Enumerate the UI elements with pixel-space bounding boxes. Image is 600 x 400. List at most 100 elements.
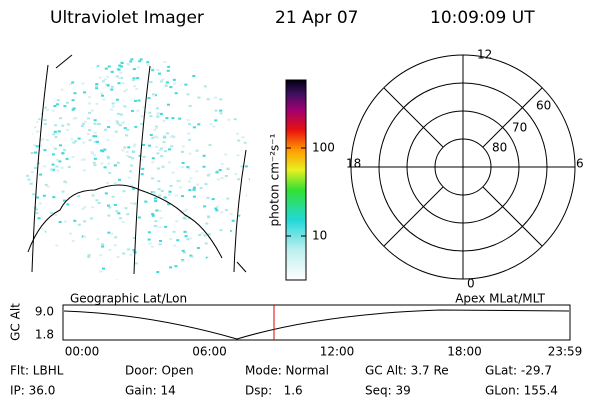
speckle — [154, 126, 158, 129]
speckle — [26, 264, 30, 267]
speckle — [239, 251, 243, 254]
color-bar — [285, 79, 307, 281]
speckle — [137, 99, 141, 102]
speckle — [199, 59, 203, 62]
speckle — [55, 158, 59, 161]
speckle — [132, 249, 136, 252]
speckle — [214, 109, 218, 112]
speckle — [91, 206, 95, 209]
speckle — [192, 195, 196, 198]
speckle — [56, 276, 60, 279]
speckle — [213, 96, 217, 99]
speckle — [92, 161, 96, 164]
plot-title: Geographic Lat/Lon — [70, 292, 187, 306]
speckle — [220, 211, 224, 214]
speckle — [60, 69, 64, 72]
speckle — [58, 117, 62, 120]
speckle — [115, 279, 119, 282]
speckle — [165, 117, 169, 120]
speckle — [36, 196, 40, 199]
speckle — [150, 245, 154, 248]
speckle — [32, 71, 36, 74]
speckle — [236, 84, 240, 87]
speckle — [110, 232, 114, 235]
speckle — [156, 136, 160, 139]
speckle — [83, 91, 87, 94]
speckle — [174, 194, 178, 197]
speckle — [212, 125, 216, 128]
speckle — [88, 139, 92, 142]
speckle — [52, 80, 56, 83]
speckle — [43, 165, 47, 168]
speckle — [132, 145, 136, 148]
speckle — [52, 133, 56, 136]
speckle — [40, 228, 44, 231]
speckle — [241, 136, 245, 139]
speckle — [189, 177, 193, 180]
speckle — [153, 197, 157, 200]
speckle — [101, 94, 105, 97]
speckle — [165, 201, 169, 204]
speckle — [64, 220, 68, 223]
speckle — [93, 278, 97, 281]
speckle — [95, 102, 99, 105]
speckle — [120, 77, 124, 80]
speckle — [224, 209, 228, 212]
speckle — [107, 126, 111, 129]
speckle — [149, 133, 153, 136]
speckle — [106, 204, 110, 207]
speckle — [116, 122, 120, 125]
speckle — [48, 58, 52, 61]
speckle — [91, 152, 95, 155]
speckle — [58, 160, 62, 163]
speckle — [33, 151, 37, 154]
speckle — [132, 77, 136, 80]
speckle — [60, 88, 64, 91]
speckle — [129, 60, 133, 63]
speckle — [159, 239, 163, 242]
speckle — [38, 67, 42, 70]
speckle — [156, 271, 160, 274]
speckle — [234, 173, 238, 176]
speckle — [120, 62, 124, 65]
speckle — [108, 171, 112, 174]
speckle — [87, 60, 91, 63]
speckle — [87, 255, 91, 258]
speckle — [126, 62, 130, 65]
speckle — [104, 128, 108, 131]
speckle — [93, 140, 97, 143]
speckle — [51, 163, 55, 166]
speckle — [227, 167, 231, 170]
speckle — [119, 113, 123, 116]
speckle — [118, 64, 122, 67]
speckle — [140, 158, 144, 161]
speckle — [204, 183, 208, 186]
speckle — [178, 179, 182, 182]
speckle — [133, 85, 137, 88]
speckle — [71, 99, 75, 102]
speckle — [179, 211, 183, 214]
speckle — [208, 143, 212, 146]
speckle — [87, 96, 91, 99]
speckle — [238, 93, 242, 96]
speckle — [45, 60, 49, 63]
speckle — [40, 79, 44, 82]
speckle — [54, 124, 58, 127]
speckle — [146, 64, 150, 67]
speckle — [63, 148, 67, 151]
speckle — [51, 168, 55, 171]
speckle — [34, 208, 38, 211]
speckle — [44, 183, 48, 186]
speckle — [29, 61, 33, 64]
speckle — [36, 130, 40, 133]
status-field: Door: Open — [125, 364, 194, 378]
speckle — [94, 85, 98, 88]
speckle — [206, 261, 210, 264]
speckle — [59, 144, 63, 147]
speckle — [229, 213, 233, 216]
speckle — [158, 226, 162, 229]
speckle — [234, 281, 238, 282]
speckle — [121, 220, 125, 223]
speckle — [45, 83, 49, 86]
speckle — [126, 213, 130, 216]
